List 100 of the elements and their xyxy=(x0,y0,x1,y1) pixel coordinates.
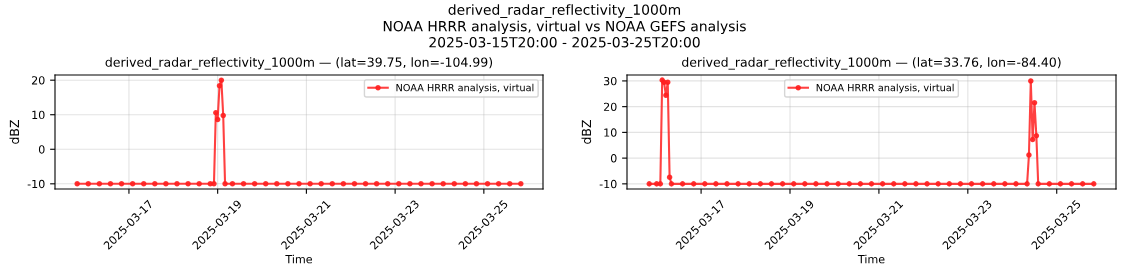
point xyxy=(473,181,480,187)
point xyxy=(495,181,502,187)
point xyxy=(240,181,247,187)
point xyxy=(657,181,664,187)
point xyxy=(140,181,147,187)
point xyxy=(679,181,686,187)
chart-title: derived_radar_reflectivity_1000m — (lat=39.75, lon=-104.99) xyxy=(105,57,493,70)
y-tick-label: 30 xyxy=(603,76,617,86)
y-tick-label: 0 xyxy=(610,154,617,163)
text: NOAA HRRR analysis, virtual vs NOAA GEFS analysis xyxy=(383,20,746,35)
point xyxy=(813,181,819,187)
point xyxy=(351,181,358,187)
point xyxy=(285,181,291,187)
point xyxy=(196,181,202,187)
point xyxy=(835,181,841,187)
point xyxy=(152,181,158,187)
y-tick-label: 10 xyxy=(32,110,45,120)
point xyxy=(318,181,324,187)
x-axis-title: Time xyxy=(857,254,885,264)
point xyxy=(824,181,830,187)
text: 2025-03-15T20:00 - 2025-03-25T20:00 xyxy=(429,36,700,48)
point xyxy=(118,181,125,187)
point xyxy=(174,181,180,187)
point xyxy=(735,181,741,187)
point xyxy=(1026,152,1032,158)
point xyxy=(163,181,169,187)
point xyxy=(757,181,764,187)
point xyxy=(868,181,875,187)
point xyxy=(646,181,653,187)
point xyxy=(85,181,92,187)
point xyxy=(229,181,236,187)
point xyxy=(1035,181,1041,187)
point xyxy=(506,181,513,187)
point xyxy=(713,181,719,187)
point xyxy=(74,181,80,187)
point xyxy=(407,181,413,187)
point xyxy=(216,82,223,89)
point xyxy=(396,181,402,187)
point xyxy=(913,181,919,187)
point xyxy=(274,181,280,187)
point xyxy=(362,181,369,187)
point xyxy=(957,181,964,187)
point xyxy=(1046,181,1053,187)
point xyxy=(213,109,219,116)
point xyxy=(668,181,675,187)
point xyxy=(1029,136,1036,143)
point xyxy=(1033,132,1040,139)
text: derived_radar_reflectivity_1000m xyxy=(448,4,681,19)
y-tick-label: -10 xyxy=(27,179,45,189)
chart-title: derived_radar_reflectivity_1000m — (lat=33.76, lon=-84.40) xyxy=(682,57,1061,70)
y-tick-label: -10 xyxy=(599,179,617,189)
point xyxy=(663,92,669,99)
y-axis-title: dBZ xyxy=(581,120,592,144)
point xyxy=(879,181,886,187)
point xyxy=(1079,181,1086,187)
point xyxy=(340,181,347,187)
point xyxy=(1068,181,1075,187)
point xyxy=(384,181,391,187)
point xyxy=(768,181,775,187)
point xyxy=(307,181,313,187)
point xyxy=(857,181,864,187)
point xyxy=(262,181,269,187)
point xyxy=(666,174,673,180)
point xyxy=(518,181,524,187)
point xyxy=(429,181,435,187)
point xyxy=(702,181,708,187)
y-tick-label: 0 xyxy=(38,145,45,154)
point xyxy=(211,181,217,187)
point xyxy=(946,181,953,187)
point xyxy=(746,181,753,187)
point xyxy=(1031,100,1038,106)
point xyxy=(1057,181,1064,187)
x-axis-title: Time xyxy=(285,254,312,264)
point xyxy=(96,181,103,187)
point xyxy=(968,181,975,187)
point xyxy=(222,181,228,187)
point xyxy=(484,181,491,187)
point xyxy=(329,181,336,187)
y-tick-label: 10 xyxy=(604,128,617,137)
point xyxy=(220,112,226,119)
point xyxy=(1002,181,1008,187)
point xyxy=(1090,181,1097,187)
point xyxy=(990,181,997,187)
point xyxy=(251,181,258,187)
point xyxy=(902,181,908,187)
point xyxy=(802,181,808,187)
point xyxy=(1024,181,1030,187)
point xyxy=(214,116,221,123)
point xyxy=(296,181,302,187)
legend-label: NOAA HRRR analysis, virtual xyxy=(396,83,534,94)
point xyxy=(129,181,136,187)
point xyxy=(690,181,697,187)
point xyxy=(724,181,730,187)
legend-label: NOAA HRRR analysis, virtual xyxy=(816,83,954,94)
point xyxy=(1028,78,1034,84)
point xyxy=(462,181,469,187)
point xyxy=(979,181,986,187)
point xyxy=(185,181,191,187)
point xyxy=(107,181,114,187)
point xyxy=(664,79,671,85)
